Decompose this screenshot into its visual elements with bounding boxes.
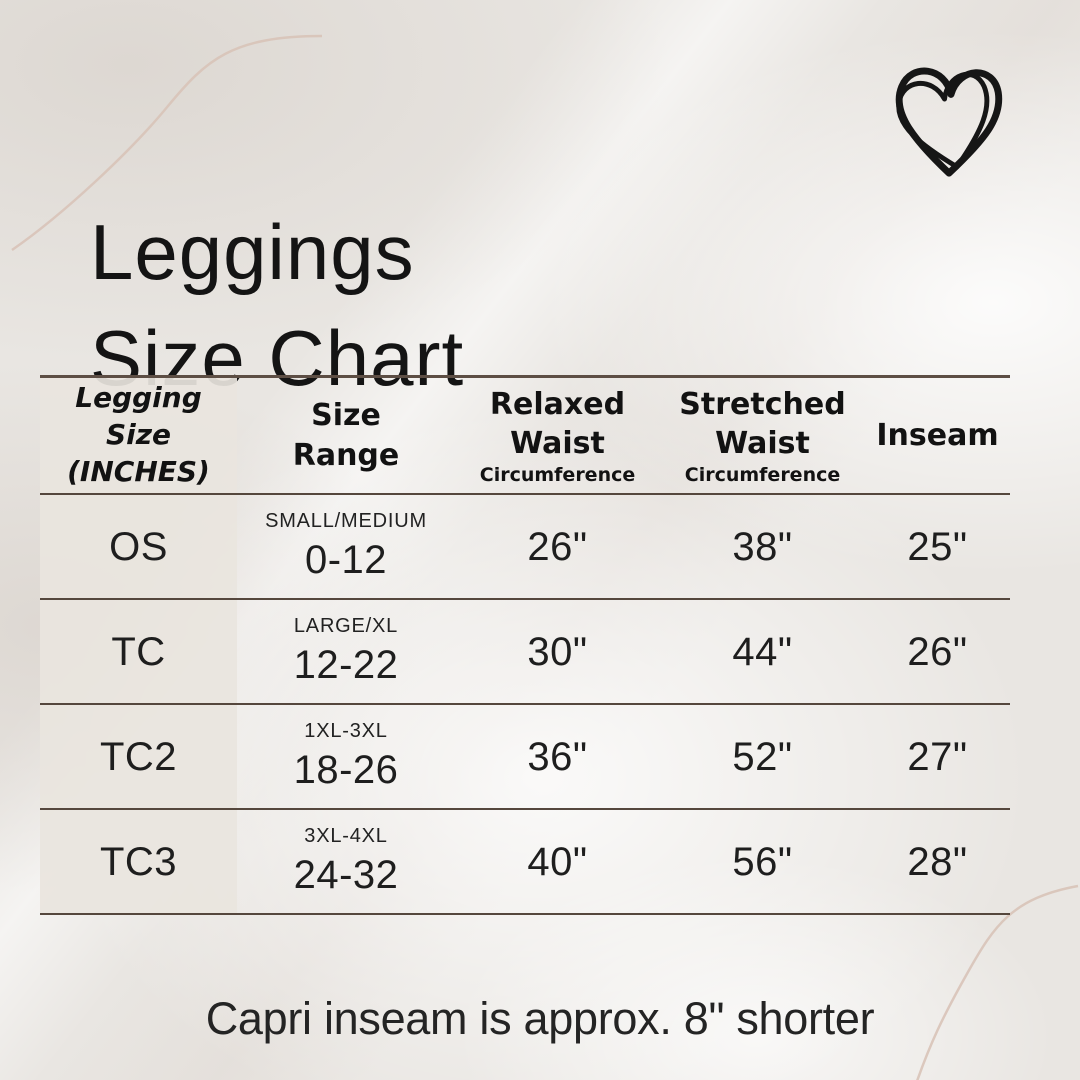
relaxed-waist-value: 26": [527, 524, 588, 569]
cell-size-range: SMALL/MEDIUM 0-12: [237, 495, 455, 598]
page-title: Leggings Size Chart: [90, 200, 464, 411]
cell-legging-size: TC2: [40, 705, 237, 808]
header-relaxed-waist: Relaxed Waist Circumference: [455, 378, 660, 493]
size-range-value: 24-32: [293, 853, 399, 897]
legging-size-value: TC: [111, 629, 166, 674]
cell-inseam: 27": [865, 705, 1010, 808]
cell-inseam: 26": [865, 600, 1010, 703]
table-row: OS SMALL/MEDIUM 0-12 26" 38" 25": [40, 495, 1010, 600]
header-relaxed-line2: Waist: [510, 426, 605, 462]
cell-legging-size: OS: [40, 495, 237, 598]
cell-legging-size: TC: [40, 600, 237, 703]
size-range-label: 3XL-4XL: [304, 825, 388, 847]
relaxed-waist-value: 36": [527, 734, 588, 779]
stretched-waist-value: 56": [732, 839, 793, 884]
cell-relaxed-waist: 40": [455, 810, 660, 913]
cell-stretched-waist: 44": [660, 600, 865, 703]
size-range-label: SMALL/MEDIUM: [265, 510, 427, 532]
inseam-value: 26": [907, 629, 968, 674]
header-legging-size: Legging Size (INCHES): [40, 378, 237, 493]
size-chart-table: Legging Size (INCHES) Size Range Relaxed…: [40, 375, 1010, 915]
header-size-range-line2: Range: [292, 437, 400, 473]
header-stretched-line2: Waist: [715, 426, 810, 462]
cell-size-range: 1XL-3XL 18-26: [237, 705, 455, 808]
size-range-value: 0-12: [304, 538, 388, 582]
stretched-waist-value: 44": [732, 629, 793, 674]
header-inseam: Inseam: [865, 378, 1010, 493]
cell-relaxed-waist: 36": [455, 705, 660, 808]
header-legging-size-line1: Legging Size: [75, 381, 202, 452]
cell-inseam: 28": [865, 810, 1010, 913]
stretched-waist-value: 52": [732, 734, 793, 779]
inseam-value: 25": [907, 524, 968, 569]
legging-size-value: OS: [109, 524, 168, 569]
table-row: TC LARGE/XL 12-22 30" 44" 26": [40, 600, 1010, 705]
size-range-value: 18-26: [293, 748, 399, 792]
cell-size-range: 3XL-4XL 24-32: [237, 810, 455, 913]
stretched-waist-value: 38": [732, 524, 793, 569]
cell-stretched-waist: 52": [660, 705, 865, 808]
size-range-label: LARGE/XL: [293, 615, 399, 637]
relaxed-waist-value: 30": [527, 629, 588, 674]
cell-stretched-waist: 38": [660, 495, 865, 598]
relaxed-waist-value: 40": [527, 839, 588, 884]
capri-inseam-note: Capri inseam is approx. 8" shorter: [205, 993, 875, 1044]
legging-size-value: TC2: [99, 734, 178, 779]
header-size-range: Size Range: [237, 378, 455, 493]
table-header-row: Legging Size (INCHES) Size Range Relaxed…: [40, 378, 1010, 495]
size-range-label: 1XL-3XL: [304, 720, 388, 742]
header-stretched-waist: Stretched Waist Circumference: [660, 378, 865, 493]
cell-legging-size: TC3: [40, 810, 237, 913]
cell-size-range: LARGE/XL 12-22: [237, 600, 455, 703]
size-range-value: 12-22: [293, 643, 399, 687]
legging-size-value: TC3: [99, 839, 178, 884]
table-row: TC3 3XL-4XL 24-32 40" 56" 28": [40, 810, 1010, 915]
header-inseam-line1: Inseam: [876, 417, 999, 453]
header-legging-size-line2: (INCHES): [67, 454, 210, 488]
header-relaxed-line1: Relaxed: [489, 386, 626, 422]
cell-inseam: 25": [865, 495, 1010, 598]
cell-relaxed-waist: 26": [455, 495, 660, 598]
cell-stretched-waist: 56": [660, 810, 865, 913]
heart-icon: [895, 67, 1003, 177]
header-stretched-sub: Circumference: [684, 463, 841, 486]
header-stretched-line1: Stretched: [679, 386, 846, 422]
header-size-range-line1: Size: [311, 397, 381, 433]
table-row: TC2 1XL-3XL 18-26 36" 52" 27": [40, 705, 1010, 810]
inseam-value: 28": [907, 839, 968, 884]
cell-relaxed-waist: 30": [455, 600, 660, 703]
inseam-value: 27": [907, 734, 968, 779]
header-relaxed-sub: Circumference: [479, 463, 636, 486]
page-title-line1: Leggings: [90, 208, 415, 297]
